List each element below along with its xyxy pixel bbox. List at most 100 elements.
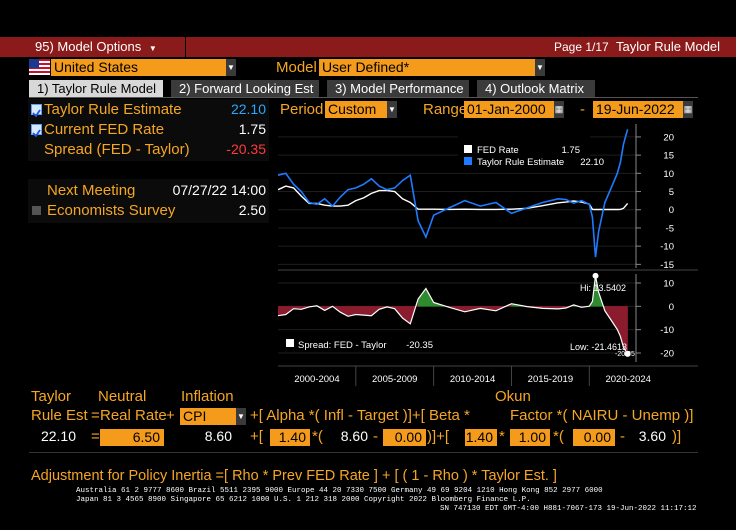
y-tick-label: -20 xyxy=(660,349,674,360)
current-fed-value: 1.75 xyxy=(238,121,266,137)
period-select[interactable]: Custom xyxy=(325,101,387,118)
close-paren-2: )] xyxy=(672,428,682,445)
y-tick-label: -10 xyxy=(660,325,674,336)
nairu-input[interactable]: 0.00 xyxy=(573,429,615,446)
legend-taylor-value: 22.10 xyxy=(580,157,604,168)
current-fed-label: Current FED Rate xyxy=(44,121,165,138)
infl-value: 8.60 xyxy=(204,428,232,444)
us-flag-icon xyxy=(29,59,50,75)
factor-term: Factor *( NAIRU - Unemp )] xyxy=(510,407,694,424)
taylor-estimate-label: Taylor Rule Estimate xyxy=(44,101,182,118)
alpha-input[interactable]: 1.40 xyxy=(270,429,310,446)
model-value: User Defined* xyxy=(322,59,410,75)
hi-marker xyxy=(592,272,599,279)
taylor-estimate-line xyxy=(278,129,629,258)
plus-sign: + xyxy=(166,407,175,424)
title-bar xyxy=(0,37,736,57)
x-tick-label: 2000-2004 xyxy=(294,374,339,385)
country-select[interactable]: United States xyxy=(51,59,226,76)
inflation-select-value: CPI xyxy=(183,408,207,424)
period-value: Custom xyxy=(328,101,377,117)
target-input[interactable]: 0.00 xyxy=(383,429,426,446)
y-tick-label: 15 xyxy=(663,151,674,162)
tab-label: 3) Model Performance xyxy=(335,81,464,96)
taylor-estimate-checkbox[interactable] xyxy=(31,104,42,118)
inflation-select[interactable]: CPI xyxy=(180,408,236,425)
survey-checkbox[interactable] xyxy=(32,206,41,215)
equals-sign: = xyxy=(91,407,100,424)
x-tick-label: 2015-2019 xyxy=(528,374,573,385)
y-tick-label: 0 xyxy=(669,302,674,313)
infl2-value: 8.60 xyxy=(340,428,368,444)
country-dropdown-icon[interactable]: ▼ xyxy=(226,59,236,76)
range-start-value: 01-Jan-2000 xyxy=(467,101,546,117)
y-tick-label: 10 xyxy=(663,279,674,290)
tab-outlook-matrix[interactable]: 4) Outlook Matrix xyxy=(477,80,595,97)
y-tick-label: 20 xyxy=(663,132,674,143)
range-end-input[interactable]: 19-Jun-2022 xyxy=(593,101,683,118)
y-tick-label: -10 xyxy=(660,242,674,253)
taylor-chart: 20 15 10 5 0 -5 -10 -15 10 0 -10 -20 2000-2004 2005-2… xyxy=(278,120,698,386)
inflation-dropdown-icon[interactable]: ▼ xyxy=(236,408,246,425)
equals-sign-2: = xyxy=(91,428,100,445)
calendar-start-icon[interactable]: ▦ xyxy=(554,101,564,118)
check-icon xyxy=(32,129,41,138)
range-separator: - xyxy=(580,101,585,118)
y-tick-label: 10 xyxy=(663,169,674,180)
next-meeting-label: Next Meeting xyxy=(47,182,136,199)
current-fed-checkbox[interactable] xyxy=(31,124,42,138)
range-start-input[interactable]: 01-Jan-2000 xyxy=(464,101,554,118)
last-value-label: -20.35 xyxy=(615,351,635,358)
y-tick-label: 0 xyxy=(669,205,674,216)
low-marker xyxy=(624,350,631,357)
legend-fed-value: 1.75 xyxy=(562,145,581,156)
spread-value: -20.35 xyxy=(226,141,266,157)
minus-1: - xyxy=(373,428,378,445)
calendar-end-icon[interactable]: ▦ xyxy=(683,101,693,118)
hi-label: Hi: 13.5402 xyxy=(580,283,626,293)
label-okun: Okun xyxy=(495,388,531,405)
neutral-rate-input[interactable]: 6.50 xyxy=(100,429,164,446)
spread-area-segment xyxy=(355,306,364,316)
chevron-down-icon: ▼ xyxy=(148,44,157,53)
model-options-menu[interactable]: 95) Model Options ▼ xyxy=(35,39,157,54)
label-taylor: Taylor xyxy=(31,388,72,405)
rule-est-value: 22.10 xyxy=(40,428,76,444)
label-neutral: Neutral xyxy=(98,388,147,405)
legend-spread-name: Spread: FED - Taylor xyxy=(298,340,387,351)
check-icon xyxy=(32,109,41,118)
legend-top xyxy=(458,134,590,167)
formula-divider xyxy=(29,452,698,453)
unemp-value: 3.60 xyxy=(638,428,666,444)
period-label: Period xyxy=(280,101,324,118)
tab-label: 2) Forward Looking Est xyxy=(179,81,314,96)
factor-input[interactable]: 1.00 xyxy=(510,429,550,446)
page-title: Taylor Rule Model xyxy=(616,39,721,54)
spread-label: Spread (FED - Taylor) xyxy=(44,141,190,158)
title-divider xyxy=(185,37,186,57)
tab-taylor-rule-model[interactable]: 1) Taylor Rule Model xyxy=(29,80,163,97)
beta-input[interactable]: 1.40 xyxy=(465,429,497,446)
y-tick-label: 5 xyxy=(669,187,674,198)
minus-2: - xyxy=(620,428,625,445)
period-dropdown-icon[interactable]: ▼ xyxy=(387,101,397,118)
metrics-panel xyxy=(28,99,269,161)
x-tick-label: 2005-2009 xyxy=(372,374,417,385)
tab-label: 4) Outlook Matrix xyxy=(485,81,584,96)
model-dropdown-icon[interactable]: ▼ xyxy=(535,59,545,76)
bracket-open-1: +[ xyxy=(250,428,263,445)
country-value: United States xyxy=(54,59,139,75)
close-paren-1: )]+[ xyxy=(427,428,450,445)
model-select[interactable]: User Defined* xyxy=(319,59,535,76)
taylor-estimate-value: 22.10 xyxy=(230,101,266,117)
spread-area-segment xyxy=(363,306,372,316)
tab-model-performance[interactable]: 3) Model Performance xyxy=(327,80,469,97)
y-tick-label: -15 xyxy=(660,260,674,271)
tab-forward-looking-est[interactable]: 2) Forward Looking Est xyxy=(171,80,319,97)
x-tick-label: 2010-2014 xyxy=(450,374,495,385)
footer-line-1: Australia 61 2 9777 8600 Brazil 5511 239… xyxy=(76,487,603,495)
next-meeting-value: 07/27/22 14:00 xyxy=(172,182,266,198)
label-inflation: Inflation xyxy=(181,388,234,405)
alpha-term: +[ Alpha *( Infl - Target )]+[ Beta * xyxy=(250,407,470,424)
footer-line-3: SN 747130 EDT GMT-4:00 H881-7067-173 19-… xyxy=(440,505,697,513)
